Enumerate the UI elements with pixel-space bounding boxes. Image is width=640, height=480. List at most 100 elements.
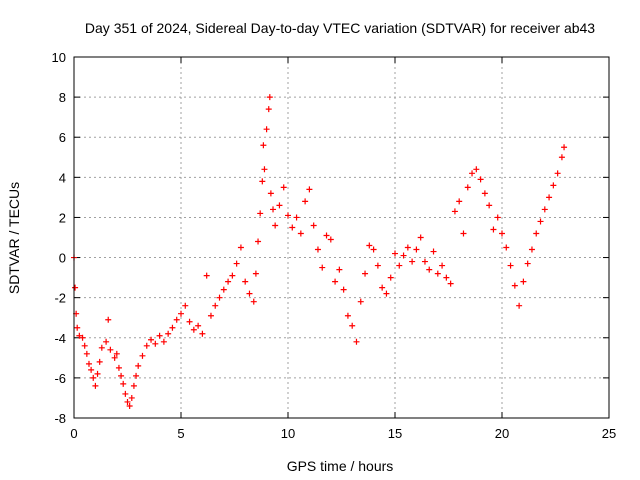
- data-point: [293, 214, 300, 221]
- data-point: [259, 178, 266, 185]
- data-point: [404, 244, 411, 251]
- data-point: [417, 234, 424, 241]
- data-point: [469, 170, 476, 177]
- data-point: [310, 222, 317, 229]
- data-point: [113, 350, 120, 357]
- data-point: [220, 286, 227, 293]
- data-point: [520, 278, 527, 285]
- data-point: [92, 382, 99, 389]
- data-point: [473, 166, 480, 173]
- data-point: [190, 326, 197, 333]
- data-point: [490, 226, 497, 233]
- data-point: [528, 246, 535, 253]
- data-point: [233, 260, 240, 267]
- data-point: [207, 312, 214, 319]
- x-tick-label: 0: [70, 426, 77, 441]
- data-point: [178, 310, 184, 317]
- data-point: [156, 332, 163, 339]
- data-point: [173, 316, 180, 323]
- x-tick-label: 15: [388, 426, 402, 441]
- data-point: [272, 222, 279, 229]
- data-point: [148, 336, 155, 343]
- data-point: [83, 350, 90, 357]
- data-point: [392, 250, 398, 257]
- data-point: [105, 316, 112, 323]
- data-point: [314, 246, 321, 253]
- data-point: [139, 352, 146, 359]
- data-point: [242, 278, 249, 285]
- y-tick-label: 10: [52, 50, 66, 65]
- data-point: [182, 302, 189, 309]
- data-point: [297, 230, 304, 237]
- data-point: [409, 258, 416, 265]
- data-point: [340, 286, 347, 293]
- data-point: [255, 238, 262, 245]
- x-tick-label: 5: [177, 426, 184, 441]
- data-point: [366, 242, 373, 249]
- data-point: [400, 252, 407, 259]
- data-point: [443, 274, 450, 281]
- data-point: [165, 330, 172, 337]
- data-point: [451, 208, 458, 215]
- data-point: [383, 290, 390, 297]
- data-point: [130, 382, 137, 389]
- data-point: [250, 298, 257, 305]
- data-point: [118, 372, 125, 379]
- data-point: [357, 298, 364, 305]
- data-point: [460, 230, 467, 237]
- data-point: [85, 360, 92, 367]
- data-point: [541, 206, 548, 213]
- data-point: [79, 334, 86, 341]
- data-point: [96, 358, 103, 365]
- data-point: [374, 262, 381, 269]
- y-tick-label: 6: [59, 130, 66, 145]
- data-point: [499, 230, 505, 237]
- data-point: [115, 364, 122, 371]
- data-point: [464, 184, 471, 191]
- data-points: [71, 94, 568, 409]
- data-point: [421, 258, 428, 265]
- data-point: [511, 282, 518, 289]
- data-point: [88, 366, 95, 373]
- y-tick-label: -6: [54, 371, 66, 386]
- data-point: [447, 280, 454, 287]
- grid-lines: [74, 57, 609, 418]
- data-point: [503, 244, 510, 251]
- data-point: [203, 272, 210, 279]
- data-point: [332, 278, 339, 285]
- plot-frame: [73, 56, 610, 419]
- data-point: [319, 264, 326, 271]
- data-point: [558, 154, 565, 161]
- y-tick-label: 4: [59, 170, 66, 185]
- data-point: [276, 202, 283, 209]
- data-point: [111, 354, 118, 361]
- data-point: [152, 340, 159, 347]
- data-point: [81, 342, 88, 349]
- data-point: [550, 182, 557, 189]
- data-point: [135, 362, 142, 369]
- data-point: [481, 190, 488, 197]
- y-tick-label: -8: [54, 411, 66, 426]
- data-point: [306, 186, 313, 193]
- data-point: [413, 246, 420, 253]
- data-point: [260, 142, 267, 149]
- data-point: [261, 166, 268, 173]
- data-point: [533, 230, 540, 237]
- data-point: [353, 338, 360, 345]
- data-point: [439, 262, 446, 269]
- x-axis-label: GPS time / hours: [287, 458, 394, 474]
- data-point: [263, 126, 270, 133]
- data-point: [199, 330, 206, 337]
- data-point: [74, 324, 81, 331]
- data-point: [379, 284, 386, 291]
- data-point: [302, 198, 309, 205]
- data-point: [270, 206, 277, 213]
- data-point: [160, 338, 167, 345]
- data-point: [237, 244, 244, 251]
- data-point: [266, 94, 273, 101]
- data-point: [426, 266, 433, 273]
- data-point: [327, 236, 334, 243]
- data-point: [265, 106, 272, 113]
- data-point: [72, 284, 79, 291]
- data-point: [120, 380, 127, 387]
